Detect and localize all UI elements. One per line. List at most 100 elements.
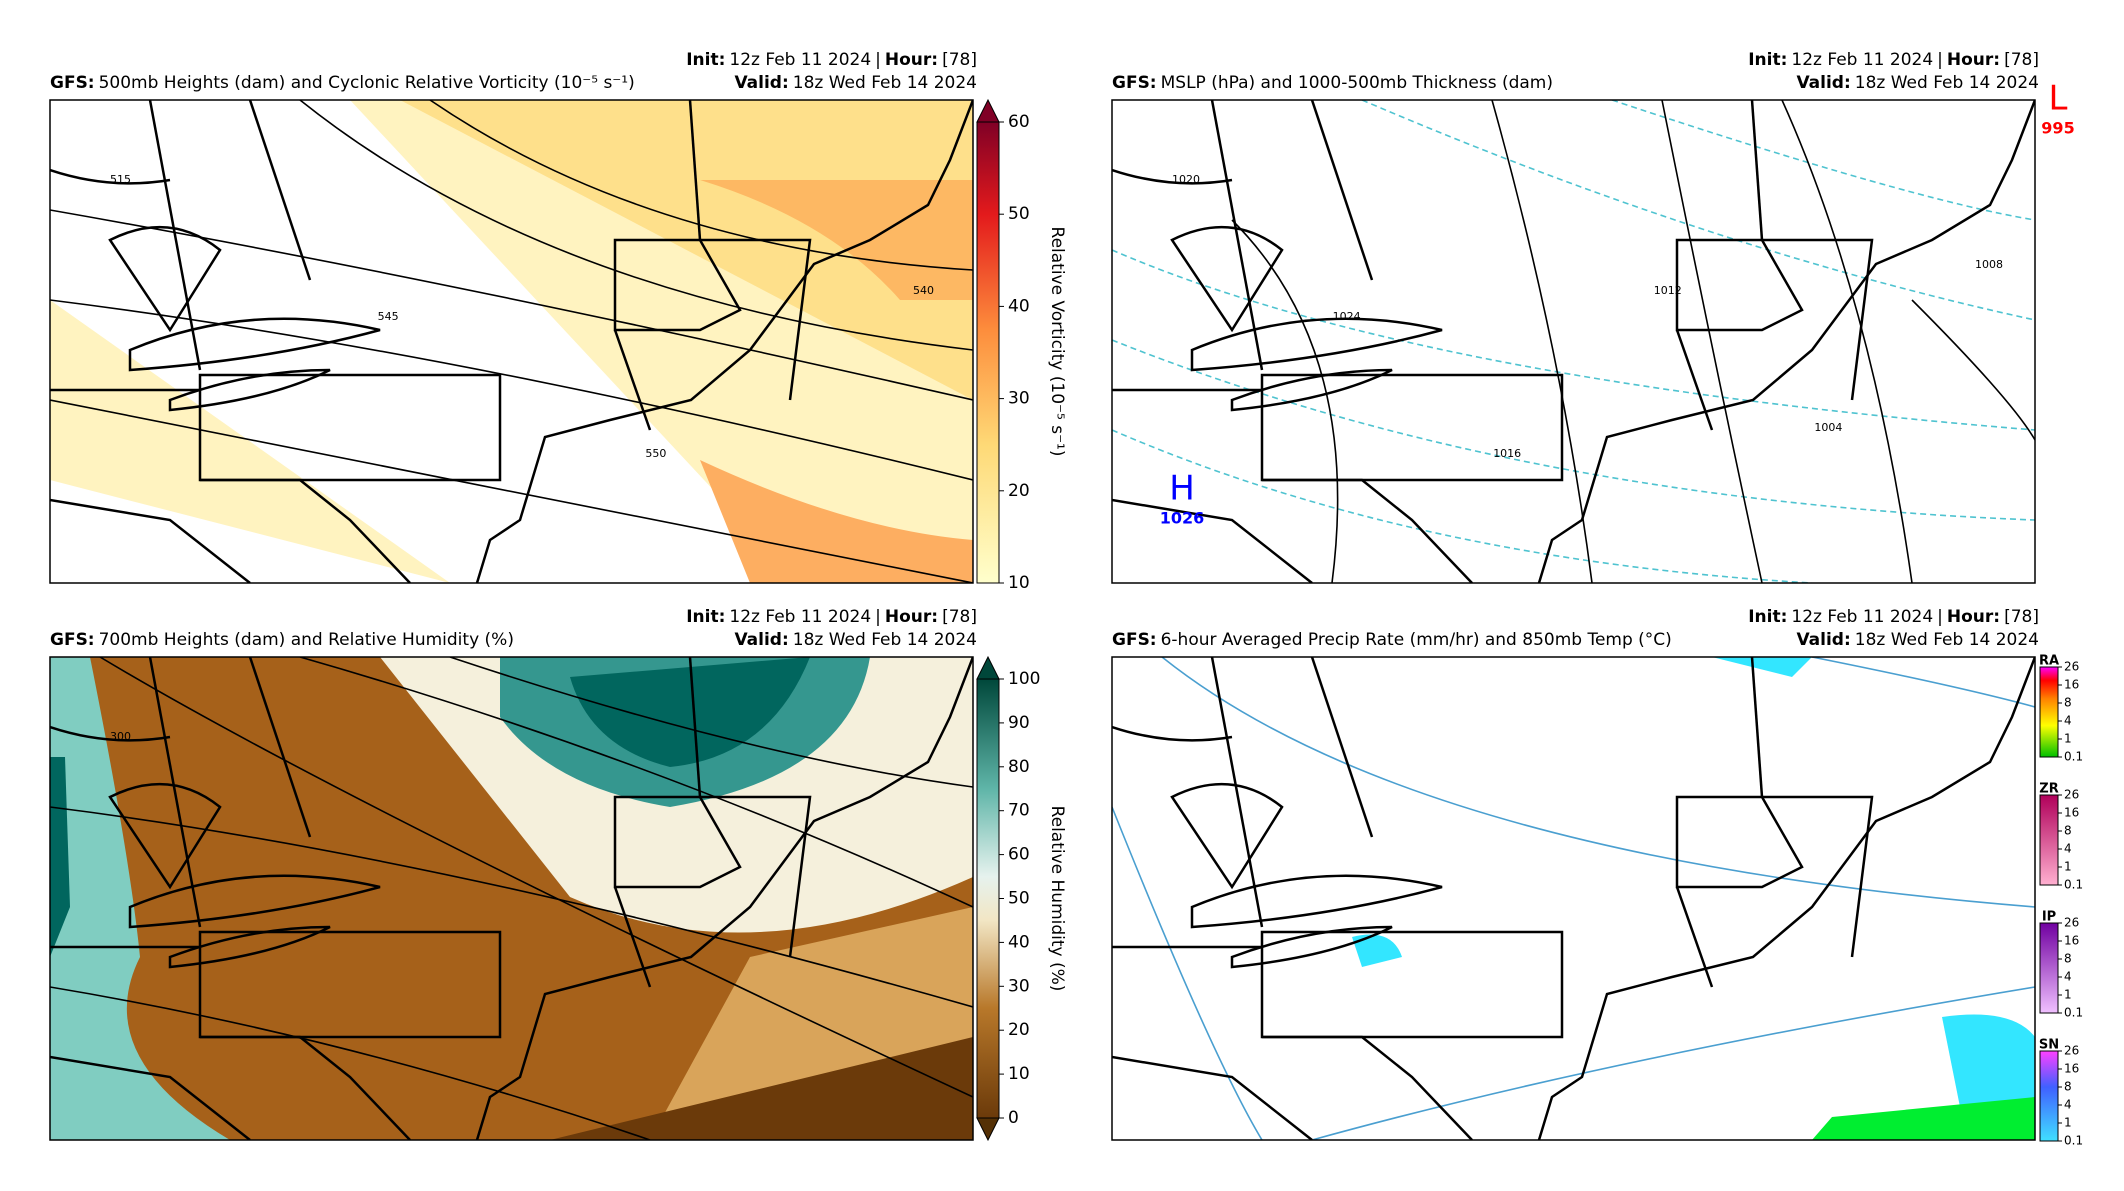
title: MSLP (hPa) and 1000-500mb Thickness (dam… bbox=[1161, 73, 1553, 93]
boundary bbox=[248, 100, 312, 281]
precip-tick-label: 0.1 bbox=[2064, 1006, 2083, 1020]
title: 700mb Heights (dam) and Relative Humidit… bbox=[99, 630, 514, 650]
map-fill bbox=[1352, 934, 1402, 967]
center-value: 995 bbox=[2041, 119, 2074, 138]
header-part: | bbox=[875, 607, 881, 627]
precip-tick-label: 1 bbox=[2064, 860, 2072, 874]
contour bbox=[449, 657, 973, 788]
header-part: 12z Feb 11 2024 bbox=[729, 607, 871, 627]
init-line: Init: 12z Feb 11 2024 | Hour: [78] bbox=[686, 607, 977, 627]
map-fill bbox=[550, 1037, 973, 1140]
title: 6-hour Averaged Precip Rate (mm/hr) and … bbox=[1161, 630, 1672, 650]
colorbar-tick-label: 50 bbox=[1008, 889, 1030, 909]
contour-label: 1012 bbox=[1654, 284, 1682, 297]
contour bbox=[299, 100, 973, 351]
header-part: | bbox=[875, 50, 881, 70]
boundary bbox=[128, 317, 381, 372]
boundary bbox=[148, 100, 202, 371]
boundary bbox=[1230, 368, 1393, 412]
contour bbox=[1112, 429, 1813, 583]
colorbar-tick-label: 90 bbox=[1008, 713, 1030, 733]
boundary bbox=[128, 874, 381, 929]
map bbox=[1112, 657, 2035, 1140]
colorbar-tick-label: 10 bbox=[1008, 1064, 1030, 1084]
precip-colorbar bbox=[2039, 794, 2059, 886]
colorbar-tick-label: 30 bbox=[1008, 976, 1030, 996]
boundary bbox=[198, 930, 502, 1039]
map-fill bbox=[1812, 1097, 2035, 1140]
init-line: Init: 12z Feb 11 2024 | Hour: [78] bbox=[686, 50, 977, 70]
contour bbox=[50, 299, 973, 481]
map bbox=[50, 100, 973, 583]
boundary bbox=[108, 782, 222, 890]
header-part: 12z Feb 11 2024 bbox=[729, 50, 871, 70]
map-fill bbox=[1112, 657, 2035, 1140]
boundary bbox=[200, 1035, 411, 1140]
valid-line: Valid: 18z Wed Feb 14 2024 bbox=[734, 630, 977, 650]
header-part: Valid: bbox=[1796, 630, 1850, 650]
boundary bbox=[688, 657, 702, 798]
contour-label: 515 bbox=[110, 173, 131, 186]
precip-tick-label: 16 bbox=[2064, 1062, 2079, 1076]
boundary bbox=[613, 886, 652, 988]
header-part: Init: bbox=[686, 50, 725, 70]
boundary bbox=[50, 168, 171, 185]
panel-title: GFS: 500mb Heights (dam) and Cyclonic Rel… bbox=[50, 73, 635, 93]
boundary bbox=[1112, 168, 1233, 185]
boundary bbox=[1190, 874, 1443, 929]
colorbar-tick-label: 80 bbox=[1008, 757, 1030, 777]
contour bbox=[1112, 339, 2035, 521]
map-fill bbox=[1112, 100, 2035, 583]
contour bbox=[50, 399, 973, 583]
colorbar bbox=[976, 678, 1000, 1119]
colorbar-arrow bbox=[976, 98, 1000, 123]
colorbar-label: Relative Vorticity (10⁻⁵ s⁻¹) bbox=[1047, 227, 1067, 457]
colorbar-tick-label: 60 bbox=[1008, 112, 1030, 132]
boundary bbox=[1762, 238, 1874, 401]
valid-line: Valid: 18z Wed Feb 14 2024 bbox=[734, 73, 977, 93]
boundary bbox=[1210, 657, 1264, 928]
precip-tick-label: 4 bbox=[2064, 842, 2072, 856]
precip-tick-label: 0.1 bbox=[2064, 878, 2083, 892]
contour bbox=[1611, 100, 2035, 221]
map bbox=[1112, 100, 2035, 583]
init-line: Init: 12z Feb 11 2024 | Hour: [78] bbox=[1748, 607, 2039, 627]
colorbar bbox=[976, 121, 1000, 584]
header-part: 12z Feb 11 2024 bbox=[1791, 607, 1933, 627]
contour bbox=[99, 657, 973, 1098]
map-frame bbox=[49, 656, 974, 1141]
colorbar-tick-label: 0 bbox=[1008, 1108, 1019, 1128]
contour-label: 300 bbox=[110, 730, 131, 743]
contour bbox=[299, 657, 973, 908]
contour-label: 540 bbox=[913, 284, 934, 297]
colorbar-tick-label: 20 bbox=[1008, 1020, 1030, 1040]
map-frame bbox=[1111, 99, 2036, 584]
precip-colorbar bbox=[2039, 666, 2059, 758]
init-line: Init: 12z Feb 11 2024 | Hour: [78] bbox=[1748, 50, 2039, 70]
contour-label: 1024 bbox=[1333, 310, 1361, 323]
contour bbox=[429, 100, 973, 271]
boundary bbox=[168, 368, 331, 412]
contour bbox=[1661, 100, 1763, 583]
model: GFS: bbox=[50, 73, 95, 93]
header-part: 18z Wed Feb 14 2024 bbox=[793, 630, 977, 650]
map-fill bbox=[700, 460, 973, 583]
boundary bbox=[1112, 498, 1313, 583]
boundary bbox=[1260, 930, 1564, 1039]
panel-title: GFS: 700mb Heights (dam) and Relative Hum… bbox=[50, 630, 514, 650]
boundary bbox=[1675, 329, 1714, 431]
precip-tick-label: 4 bbox=[2064, 714, 2072, 728]
header-part: Init: bbox=[1748, 607, 1787, 627]
boundary bbox=[108, 225, 222, 333]
header-part: [78] bbox=[942, 50, 977, 70]
boundary bbox=[475, 657, 973, 1140]
contour bbox=[50, 806, 973, 1008]
contour bbox=[1781, 100, 1913, 583]
center-value: 1026 bbox=[1160, 509, 1205, 528]
header-part: Hour: bbox=[1947, 607, 2000, 627]
header-part: Init: bbox=[1748, 50, 1787, 70]
header-part: 12z Feb 11 2024 bbox=[1791, 50, 1933, 70]
map-frame bbox=[1111, 656, 2036, 1141]
contour bbox=[1811, 657, 2035, 708]
map-fill bbox=[50, 657, 230, 1140]
